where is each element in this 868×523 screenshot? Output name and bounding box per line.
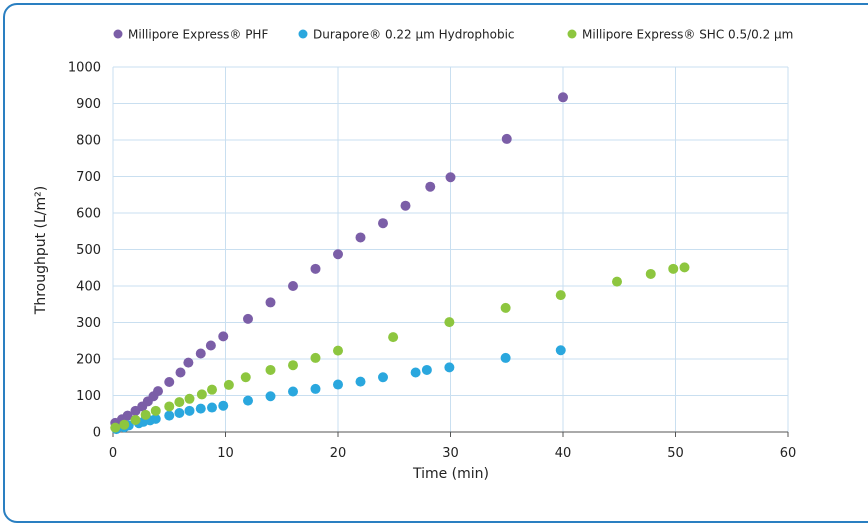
data-point [218, 400, 229, 411]
y-tick-label: 300 [76, 316, 101, 331]
data-point [333, 249, 343, 260]
y-tick-label: 500 [76, 243, 101, 258]
series-2 [110, 262, 690, 433]
data-point [174, 397, 185, 408]
data-point [444, 317, 455, 328]
data-point [164, 410, 175, 421]
data-point [612, 276, 622, 287]
data-point [288, 360, 298, 371]
axes [112, 431, 789, 437]
data-point [218, 331, 229, 342]
data-point [240, 372, 251, 383]
data-point [184, 393, 195, 404]
data-point [174, 408, 185, 419]
data-point [243, 313, 253, 324]
data-point [501, 133, 512, 144]
data-point [355, 232, 366, 243]
data-point [110, 422, 121, 433]
data-point [310, 352, 321, 363]
x-tick-label: 50 [667, 446, 684, 461]
data-point [444, 362, 455, 373]
data-point [679, 262, 690, 273]
data-point [153, 386, 163, 397]
y-tick-label: 1000 [68, 61, 101, 76]
x-tick-label: 10 [217, 446, 234, 461]
data-point [183, 357, 194, 368]
x-tick-label: 40 [555, 446, 572, 461]
data-point [558, 92, 568, 103]
series-0 [110, 92, 568, 428]
data-point [333, 345, 343, 356]
data-point [223, 379, 234, 390]
x-tick-label: 0 [109, 446, 117, 461]
x-tick-label: 60 [780, 446, 797, 461]
data-point [205, 340, 216, 351]
data-point [195, 348, 206, 359]
data-point [445, 172, 456, 183]
data-point [164, 401, 175, 412]
legend-marker [113, 29, 123, 39]
data-point [668, 263, 679, 274]
data-point [333, 379, 343, 390]
data-point [410, 367, 421, 378]
data-point [207, 402, 217, 413]
y-tick-label: 800 [76, 134, 101, 149]
data-point [265, 364, 276, 375]
data-point [310, 263, 321, 274]
data-point [388, 332, 399, 343]
chart-frame [3, 3, 868, 523]
scatter-chart: 0 100 200 300 400 500 600 700 800 900 1000 0 10 20 30… [33, 28, 796, 483]
data-point [150, 413, 161, 424]
data-point [421, 364, 432, 375]
data-point [164, 376, 175, 387]
y-tick-label: 100 [76, 389, 101, 404]
legend-label: Durapore® 0.22 µm Hydrophobic [313, 28, 515, 42]
y-tick-label: 900 [76, 97, 101, 112]
y-tick-label: 0 [93, 426, 101, 441]
data-point [195, 403, 206, 414]
y-axis-label: Throughput (L/m²) [33, 186, 49, 315]
grid-lines [112, 66, 789, 433]
data-point [288, 386, 298, 397]
y-tick-label: 400 [76, 280, 101, 295]
legend-marker [298, 29, 308, 39]
data-point [175, 367, 186, 378]
data-point [130, 414, 141, 425]
data-point [355, 376, 366, 387]
y-tick-label: 700 [76, 170, 101, 185]
data-point [265, 297, 276, 308]
data-point [425, 181, 436, 192]
data-point [400, 200, 411, 211]
y-tick-label: 200 [76, 353, 101, 368]
data-point [378, 218, 388, 229]
data-point [500, 302, 511, 313]
data-point [122, 410, 133, 421]
legend-label: Millipore Express® PHF [128, 28, 268, 42]
y-tick-label: 600 [76, 207, 101, 222]
data-point [378, 372, 388, 383]
data-point [196, 389, 207, 400]
data-point [140, 409, 151, 420]
data-point [150, 405, 161, 416]
data-point [243, 395, 253, 406]
data-point [500, 352, 511, 363]
data-point [310, 383, 321, 394]
legend: Millipore Express® PHF Durapore® 0.22 µm … [113, 28, 793, 42]
data-point [265, 391, 276, 402]
legend-marker [567, 29, 577, 39]
data-point [555, 290, 566, 301]
x-axis-label: Time (min) [412, 466, 489, 482]
data-point [645, 268, 656, 279]
data-point [288, 281, 298, 291]
data-point [119, 419, 130, 430]
data-points [110, 92, 690, 435]
x-tick-label: 30 [442, 446, 459, 461]
legend-label: Millipore Express® SHC 0.5/0.2 µm [582, 28, 793, 42]
data-point [555, 345, 566, 356]
x-tick-label: 20 [330, 446, 347, 461]
y-axis-ticks: 0 100 200 300 400 500 600 700 800 900 1000 [68, 61, 101, 441]
data-point [184, 405, 195, 416]
x-axis-ticks: 0 10 20 30 40 50 60 [109, 446, 796, 461]
data-point [207, 384, 217, 395]
